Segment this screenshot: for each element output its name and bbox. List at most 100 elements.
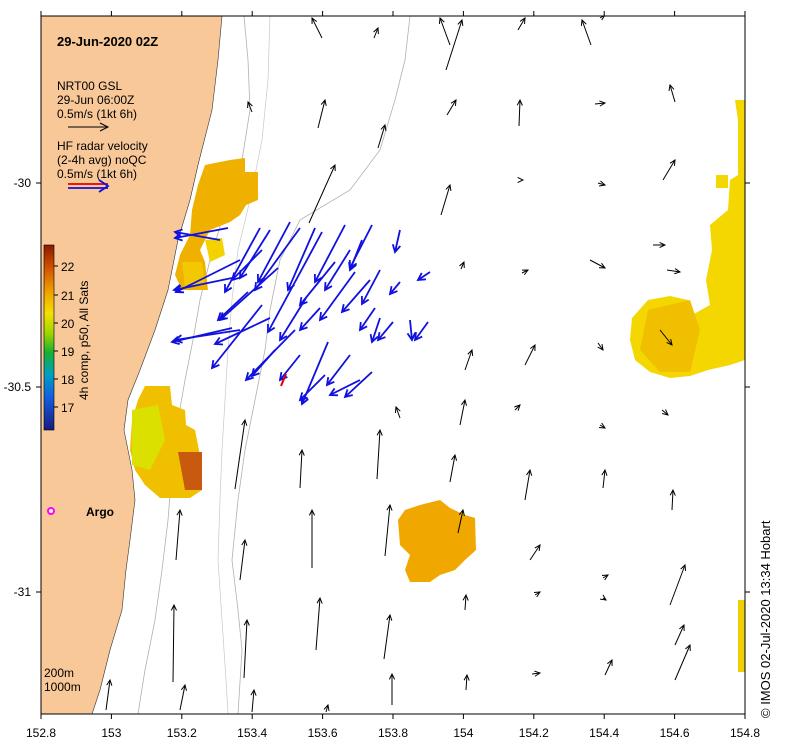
radar-arrow: [358, 307, 376, 332]
current-arrow: [524, 468, 533, 501]
radar-arrow: [224, 227, 261, 294]
contour-1000m: [231, 16, 411, 714]
radar-arrow: [406, 319, 416, 342]
current-arrow: [376, 428, 383, 480]
current-arrow: [315, 596, 323, 651]
radar-arrow: [250, 349, 276, 378]
current-arrow: [394, 405, 401, 419]
current-arrow: [105, 678, 113, 711]
current-arrow: [247, 100, 253, 113]
contour-200m: [137, 16, 251, 714]
current-arrow: [597, 342, 604, 351]
argo-track: [280, 373, 287, 387]
radar-arrow: [218, 267, 279, 322]
radar-arrow: [279, 297, 307, 342]
bathy-label-1000m: 1000m: [44, 680, 81, 694]
current-arrow: [463, 673, 470, 691]
current-arrow: [604, 658, 613, 676]
colorbar-tick-22: 22: [61, 260, 75, 274]
current-arrow: [666, 268, 682, 275]
argo-marker: [47, 507, 55, 515]
current-arrow: [250, 688, 257, 713]
radar-arrow: [298, 374, 326, 402]
colorbar-tick-20: 20: [61, 317, 75, 331]
current-arrow: [298, 448, 305, 489]
current-arrow: [597, 180, 607, 187]
colorbar-tick-17: 17: [61, 401, 75, 415]
radar-legend-line3: 0.5m/s (1kt 6h): [57, 167, 137, 181]
current-arrow: [674, 643, 691, 681]
current-arrow: [669, 488, 676, 511]
radar-arrow: [278, 354, 301, 382]
colorbar-tick-18: 18: [61, 373, 75, 387]
current-arrow: [594, 100, 607, 107]
radar-legend-line2: (2-4h avg) noQC: [57, 153, 147, 167]
radar-arrow: [172, 277, 233, 294]
current-arrow: [308, 508, 316, 568]
sst-patches: [130, 100, 745, 672]
radar-arrows: [170, 221, 431, 406]
map-title: 29-Jun-2020 02Z: [57, 34, 158, 49]
current-arrow: [598, 422, 606, 429]
radar-arrow: [213, 317, 271, 346]
colorbar-tick-19: 19: [61, 345, 75, 359]
x-tick-label: 153.4: [237, 726, 267, 740]
radar-arrow: [369, 317, 381, 344]
bathy-label-200m: 200m: [44, 666, 74, 680]
contour-1000m-inner: [217, 16, 271, 714]
radar-arrow: [230, 249, 263, 282]
radar-arrow: [253, 227, 301, 292]
model-legend-line2: 29-Jun 06:00Z: [57, 93, 134, 107]
current-arrow: [514, 404, 521, 411]
x-tick-label: 152.8: [26, 726, 56, 740]
model-legend-line1: NRT00 GSL: [57, 79, 122, 93]
current-arrow: [311, 16, 323, 39]
radar-legend-line1: HF radar velocity: [57, 139, 148, 153]
current-arrow: [459, 398, 467, 426]
current-arrow: [179, 683, 187, 711]
model-legend-line3: 0.5m/s (1kt 6h): [57, 107, 137, 121]
y-tick-label: -31: [14, 585, 32, 599]
current-arrow: [377, 123, 387, 149]
current-arrow: [323, 703, 330, 713]
current-arrow: [239, 538, 248, 581]
current-arrow: [529, 544, 541, 561]
current-arrow: [662, 159, 676, 181]
radar-legend-arrow: [68, 179, 110, 193]
current-arrow: [384, 503, 393, 557]
y-tick-label: -30.5: [4, 380, 32, 394]
radar-arrow: [416, 271, 431, 282]
current-arrow: [601, 574, 609, 581]
x-tick-label: 153: [101, 726, 121, 740]
current-arrow: [533, 591, 541, 598]
current-arrow: [659, 329, 673, 346]
current-arrow: [464, 348, 474, 371]
argo-label: Argo: [86, 505, 114, 519]
x-tick-label: 154.4: [589, 726, 619, 740]
x-tick-label: 154.2: [519, 726, 549, 740]
current-arrow: [599, 594, 607, 601]
radar-arrow: [216, 291, 249, 322]
current-arrow: [445, 18, 464, 71]
radar-arrow: [239, 229, 271, 280]
model-legend-arrow: [68, 122, 110, 132]
current-arrow: [446, 99, 457, 116]
radar-arrow: [348, 224, 373, 270]
current-arrow: [516, 98, 523, 127]
current-arrow: [674, 623, 685, 646]
radar-arrow: [376, 321, 394, 342]
y-tick-label: -30: [14, 176, 32, 190]
current-arrow: [373, 26, 379, 39]
radar-arrow: [413, 321, 429, 342]
radar-arrow: [343, 371, 373, 399]
radar-arrow: [388, 281, 401, 296]
current-arrow: [175, 508, 183, 561]
radar-arrow: [210, 304, 263, 370]
current-arrow: [388, 672, 396, 705]
radar-arrow: [318, 271, 356, 322]
x-tick-label: 153.6: [308, 726, 338, 740]
x-tick-label: 153.8: [378, 726, 408, 740]
radar-arrow: [298, 261, 336, 307]
radar-arrow: [360, 269, 381, 306]
